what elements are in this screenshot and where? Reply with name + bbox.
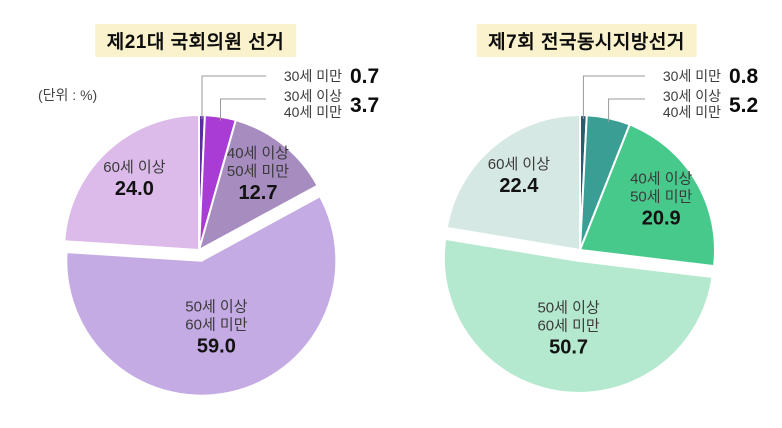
callout-value: 3.7	[350, 94, 379, 117]
slice-label: 60세 미만	[185, 316, 247, 333]
callout-label: 40세 미만	[284, 104, 342, 120]
callout-label: 30세 이상	[663, 88, 721, 104]
callout-label: 30세 미만	[284, 68, 342, 84]
slice-value: 12.7	[239, 182, 278, 204]
callout-line	[582, 75, 645, 119]
slice-value: 50.7	[549, 336, 588, 358]
slice-label: 50세 이상	[537, 299, 599, 316]
pie-slice	[445, 114, 581, 251]
pie-slice	[63, 114, 200, 251]
slice-value: 22.4	[499, 175, 539, 197]
unit-label: (단위 : %)	[38, 87, 98, 103]
callout-line	[220, 98, 266, 121]
callout-line	[201, 75, 266, 119]
slice-label: 60세 이상	[103, 159, 165, 176]
chart-title: 제7회 전국동시지방선거	[476, 24, 697, 57]
callout-label: 30세 미만	[663, 68, 721, 84]
slice-value: 20.9	[642, 208, 681, 230]
slice-label: 50세 미만	[227, 163, 289, 180]
slice-label: 40세 이상	[630, 171, 692, 188]
callout-label: 40세 미만	[663, 104, 721, 120]
callout-line	[608, 98, 645, 123]
slice-label: 60세 미만	[537, 317, 599, 334]
callout-value: 5.2	[729, 94, 758, 117]
chart-panel-local-elections: 제7회 전국동시지방선거 40세 이상 50세 미만 20.9 50세 이상 60세 미…	[391, 0, 782, 428]
chart-panel-national-assembly: 제21대 국회의원 선거 (단위 : %) 40세 이상 50세 미만 12.7 50…	[38, 24, 379, 397]
pie-slice	[579, 123, 716, 268]
chart-title: 제21대 국회의원 선거	[94, 24, 297, 57]
callout-value: 0.8	[729, 65, 759, 88]
slice-value: 59.0	[197, 335, 236, 357]
callout-value: 0.7	[350, 65, 379, 88]
slice-label: 50세 미만	[630, 189, 692, 206]
slice-value: 24.0	[115, 178, 154, 200]
callout-label: 30세 이상	[284, 88, 342, 104]
pie-slice	[442, 237, 714, 394]
slice-label: 60세 이상	[488, 156, 550, 173]
pie-slice	[65, 195, 338, 397]
pie-slice	[198, 119, 319, 251]
slice-label: 40세 이상	[227, 145, 289, 162]
slice-label: 50세 이상	[185, 298, 247, 315]
